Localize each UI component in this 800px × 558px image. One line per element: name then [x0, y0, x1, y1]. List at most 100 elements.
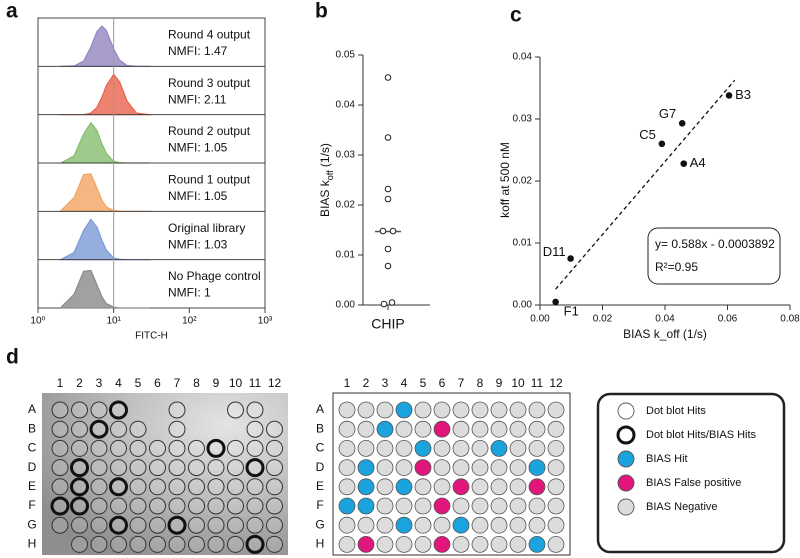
data-point	[725, 92, 733, 99]
bias-well	[376, 478, 394, 496]
histogram-area	[59, 73, 152, 116]
bias-well	[452, 420, 470, 438]
dot-blot-well	[70, 496, 89, 516]
bias-well	[509, 401, 527, 419]
bias-well	[433, 459, 451, 477]
dot-blot-well	[51, 459, 69, 477]
column-label: 8	[193, 376, 200, 390]
dot-blot-well	[90, 478, 108, 496]
series-name: Round 1 output	[168, 173, 251, 187]
bias-well	[509, 497, 527, 515]
bias-well	[395, 478, 413, 496]
data-point	[384, 195, 392, 203]
bias-well	[395, 420, 413, 438]
bias-well	[509, 536, 527, 553]
x-tick-label: 10¹	[106, 316, 121, 327]
fit-r2: R²=0.95	[655, 260, 698, 274]
bias-well	[414, 439, 432, 457]
data-point	[658, 140, 666, 148]
dot-blot-well	[90, 535, 108, 553]
dot-blot-well	[89, 419, 109, 439]
dot-blot-well	[70, 477, 89, 497]
point-label: F1	[564, 303, 579, 318]
dot-blot-well	[188, 535, 205, 553]
fit-line	[555, 79, 736, 290]
bias-well	[357, 516, 375, 534]
y-axis-label: koff at 500 nM	[498, 142, 512, 218]
bias-well	[357, 439, 375, 457]
series-name: No Phage control	[168, 269, 261, 283]
dot-blot-well	[109, 515, 128, 535]
column-label: 12	[268, 376, 282, 390]
bias-well	[452, 459, 470, 477]
y-axis-label-part: off	[325, 170, 335, 180]
x-tick-label: 0.08	[780, 314, 800, 325]
dot-blot-well	[206, 438, 226, 458]
dot-blot-well	[266, 439, 283, 457]
dot-blot-well	[129, 439, 147, 457]
dot-blot-well	[227, 459, 244, 477]
panel-label: d	[6, 346, 19, 369]
dot-blot-well	[149, 497, 166, 515]
x-axis-label: BIAS k_off (1/s)	[623, 327, 707, 341]
dot-blot-well	[246, 439, 264, 457]
dot-blot-well	[168, 439, 186, 457]
legend-swatch	[617, 474, 635, 492]
bias-well	[338, 478, 356, 496]
bias-well	[338, 536, 356, 553]
legend-swatch	[617, 402, 635, 420]
dot-blot-well	[71, 401, 88, 419]
series-name: Round 2 output	[168, 124, 251, 138]
legend-label: BIAS Hit	[646, 453, 688, 465]
dot-blot-well	[50, 496, 70, 516]
dot-blot-well	[246, 478, 264, 496]
bias-well	[452, 497, 470, 515]
column-label: 11	[249, 376, 262, 390]
bias-well	[414, 478, 432, 496]
bias-well	[547, 439, 565, 457]
column-label: 9	[496, 376, 503, 390]
bias-well	[528, 497, 546, 515]
bias-well	[471, 516, 489, 534]
column-label: 1	[344, 376, 351, 390]
bias-well	[376, 497, 394, 515]
bias-well	[338, 459, 356, 477]
bias-well	[490, 420, 508, 438]
dot-blot-well	[188, 497, 205, 515]
legend-swatch	[617, 450, 635, 468]
dot-blot-well	[245, 534, 265, 554]
bias-well	[433, 401, 451, 419]
dot-blot-well	[109, 400, 128, 420]
bias-well	[414, 497, 432, 515]
column-label: 7	[458, 376, 465, 390]
bias-well	[509, 516, 527, 534]
point-label: G7	[659, 106, 676, 121]
dot-blot-well	[51, 420, 69, 438]
dot-blot-well	[71, 516, 88, 534]
dot-blot-well	[90, 401, 108, 419]
bias-well	[433, 439, 451, 457]
bias-well	[452, 478, 470, 496]
dot-blot-well	[129, 516, 147, 534]
dot-blot-well	[149, 535, 166, 553]
histogram-area	[60, 121, 150, 164]
y-tick-label: 0.04	[513, 52, 533, 63]
y-tick-label: 0.01	[336, 250, 356, 261]
bias-well	[471, 478, 489, 496]
dot-blot-well	[246, 497, 264, 515]
bias-well	[338, 439, 356, 457]
y-tick-label: 0.01	[513, 238, 533, 249]
column-label: 6	[154, 376, 161, 390]
dot-blot-well	[227, 401, 244, 419]
bias-well	[509, 439, 527, 457]
dot-blot-well	[227, 535, 244, 553]
column-label: 4	[401, 376, 408, 390]
row-label: F	[316, 498, 323, 512]
data-point	[678, 120, 686, 127]
dot-blot-well	[266, 497, 283, 515]
bias-well	[338, 420, 356, 438]
column-label: 6	[439, 376, 446, 390]
dot-blot-well	[109, 477, 128, 497]
dot-blot-well	[266, 478, 283, 496]
